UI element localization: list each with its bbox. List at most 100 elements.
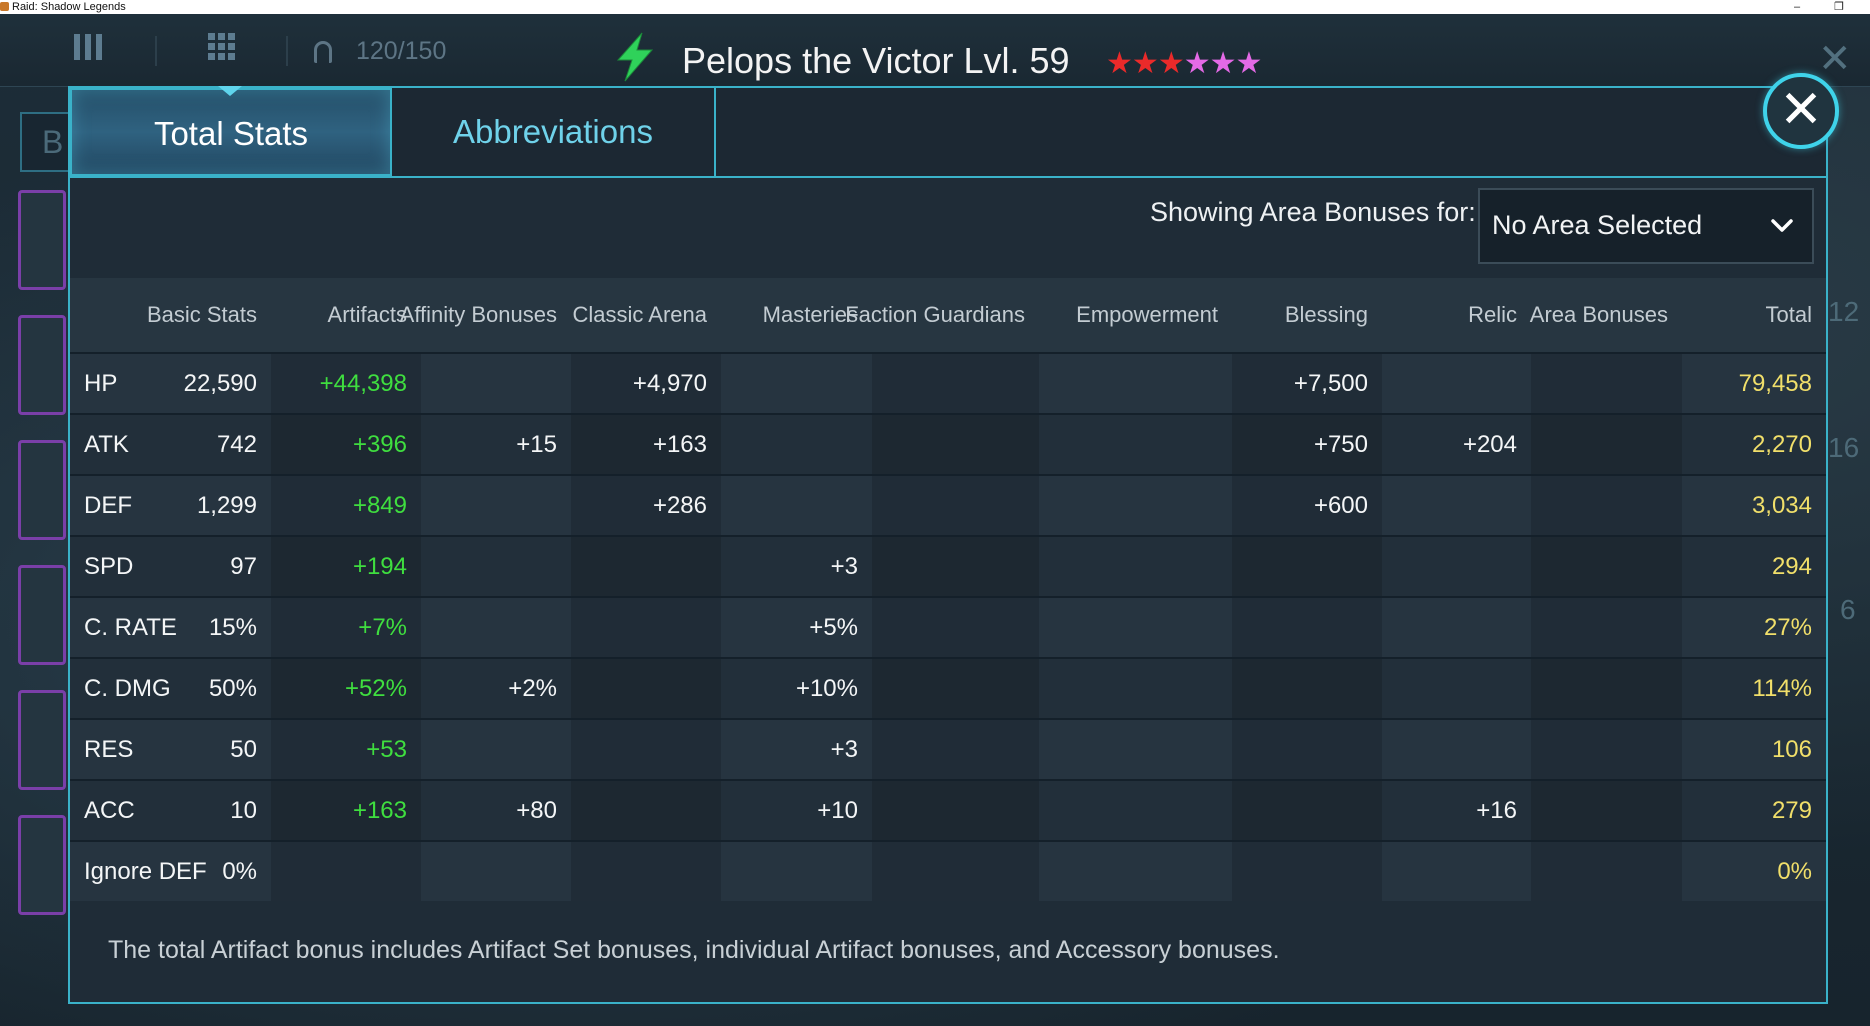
cell-arena: +286 [571,476,721,535]
cell-basic: 50 [230,736,257,763]
cell-artifacts: +194 [271,537,421,596]
right-side-number: 6 [1840,594,1856,625]
app-icon [0,2,9,11]
cell-area [1531,598,1682,657]
hero-card[interactable] [18,565,66,665]
cell-blessing [1232,720,1382,779]
hero-card[interactable] [18,690,66,790]
cell-masteries: +5% [809,614,858,641]
topbar-divider [286,36,288,66]
hero-card[interactable] [18,440,66,540]
stat-name: Ignore DEF [84,858,207,885]
cell-artifacts: +163 [271,781,421,840]
stat-name: C. RATE [84,614,177,641]
restore-button[interactable]: ❐ [1834,1,1844,13]
tab-abbreviations[interactable]: Abbreviations [392,88,716,176]
cell-relic: +204 [1462,431,1517,458]
column-header: Empowerment [1076,302,1218,327]
cell-artifacts: +396 [271,415,421,474]
cell-relic [1382,659,1531,718]
cell-blessing: +7,500 [1232,354,1382,413]
right-side-number: 12 [1828,296,1860,327]
cell-area [1531,476,1682,535]
cell-artifacts: +44,398 [271,354,421,413]
cell-affinity: +15 [516,431,557,458]
cell-masteries: +10% [795,675,858,702]
column-header: Basic Stats [146,302,257,327]
minimize-button[interactable]: – [1793,1,1801,13]
table-row: Ignore DEF 0% 0% [70,840,1826,901]
menu-bars-icon[interactable] [68,30,108,70]
cell-arena [571,720,721,779]
cell-basic: 15% [208,614,257,641]
cell-faction [872,781,1039,840]
cell-total: 2,270 [1751,431,1812,458]
stat-name: DEF [84,492,132,519]
cell-artifacts: +52% [271,659,421,718]
tab-bar: Total Stats Abbreviations [70,86,1826,178]
top-close-icon[interactable]: ✕ [1818,37,1852,81]
cell-faction [872,720,1039,779]
active-tab-indicator [218,86,242,96]
cell-basic: 97 [230,553,257,580]
table-header: Basic Stats Artifacts Affinity Bonuses C… [70,278,1826,352]
cell-blessing: +600 [1232,476,1382,535]
close-icon[interactable]: ✕ [1763,73,1839,149]
cell-faction [872,537,1039,596]
cell-empowerment [1039,720,1232,779]
table-row: C. DMG 50% +52% +2% +10% 114% [70,657,1826,718]
lightning-icon [616,32,654,82]
cell-masteries [721,842,872,901]
grid-icon[interactable] [202,30,242,70]
cell-affinity: +2% [508,675,557,702]
cell-relic [1382,354,1531,413]
tab-total-stats[interactable]: Total Stats [70,88,392,176]
cell-total: 3,034 [1751,492,1812,519]
cell-faction [872,354,1039,413]
cell-area [1531,354,1682,413]
area-select-dropdown[interactable]: No Area Selected [1478,188,1814,264]
cell-basic: 10 [230,797,257,824]
stat-name: SPD [84,553,134,580]
cell-faction [872,659,1039,718]
column-header: Relic [1468,302,1517,327]
hero-card[interactable] [18,815,66,915]
cell-blessing [1232,781,1382,840]
stat-name: ATK [84,431,129,458]
cell-basic: 50% [208,675,257,702]
cell-relic [1382,476,1531,535]
column-header: Blessing [1284,302,1368,327]
cell-total: 0% [1777,858,1812,885]
cell-empowerment [1039,476,1232,535]
hero-card[interactable] [18,315,66,415]
cell-arena: +163 [571,415,721,474]
cell-faction [872,842,1039,901]
cell-masteries [721,354,872,413]
column-header: Faction Guardians [845,302,1025,327]
cell-arena [571,537,721,596]
cell-empowerment [1039,781,1232,840]
star-icon: ★ [1183,47,1211,80]
top-bar: 120/150 Pelops the Victor Lvl. 59 ★★★★★★… [0,14,1870,87]
cell-basic: 0% [222,858,257,885]
table-row: HP 22,590 +44,398 +4,970 +7,500 79,458 [70,352,1826,413]
cell-area [1531,781,1682,840]
stats-panel: Total Stats Abbreviations Showing Area B… [68,86,1828,1004]
star-icon: ★ [1209,47,1237,80]
column-header: Masteries [762,302,858,327]
hero-card[interactable] [18,190,66,290]
stat-name: ACC [84,797,135,824]
cell-artifacts: +53 [271,720,421,779]
cell-relic [1382,537,1531,596]
table-row: ATK 742 +396 +15 +163 +750 +204 2,270 [70,413,1826,474]
window-title: Raid: Shadow Legends [12,1,126,13]
cell-empowerment [1039,598,1232,657]
table-row: RES 50 +53 +3 106 [70,718,1826,779]
cell-basic: 742 [216,431,257,458]
star-icon: ★ [1235,47,1263,80]
left-hero-list [18,150,68,1000]
star-rating: ★★★★★★ [1106,46,1263,81]
cell-masteries: +3 [830,553,858,580]
cell-masteries: +3 [830,736,858,763]
cell-arena [571,781,721,840]
